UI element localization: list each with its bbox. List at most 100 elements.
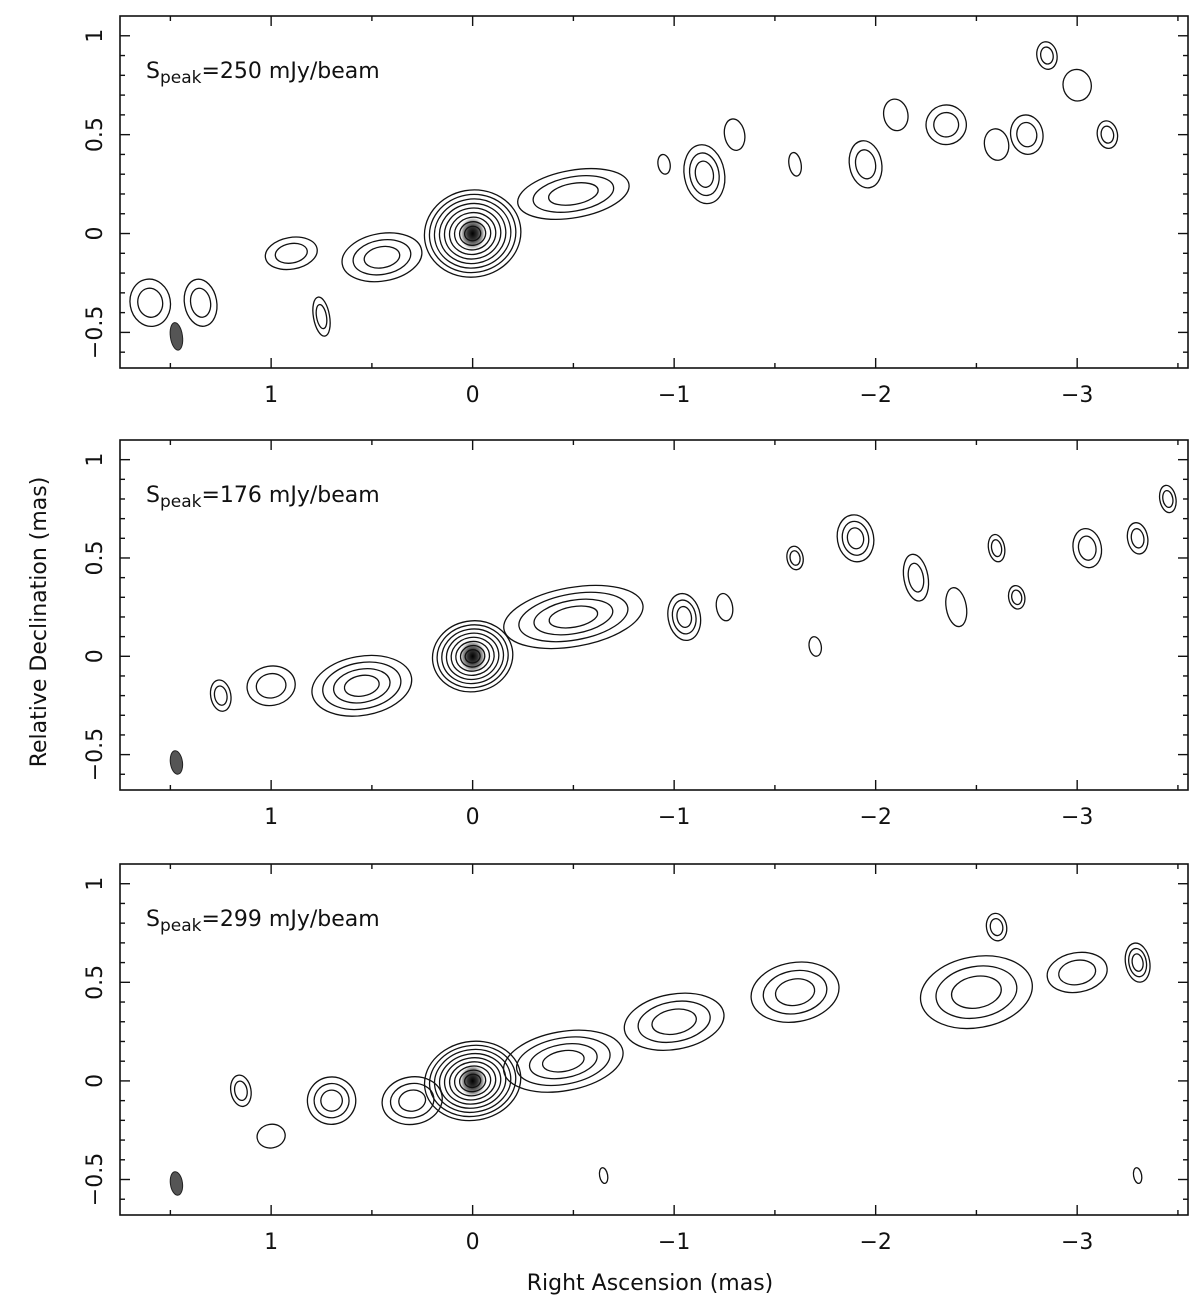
y-tick-label: −0.5 xyxy=(83,1153,108,1206)
x-tick-label: 0 xyxy=(466,805,480,830)
contour-level xyxy=(657,153,671,175)
contour-level xyxy=(515,1036,611,1087)
contour-level xyxy=(443,207,502,260)
contour-level xyxy=(315,303,328,330)
contour-level xyxy=(671,599,697,635)
contour-level xyxy=(933,111,960,138)
contour-level xyxy=(945,587,968,628)
contour-level xyxy=(1132,1167,1143,1185)
contour-level xyxy=(459,644,486,668)
contour-level xyxy=(213,685,228,706)
tick-layer: 1 0 −1 −2 −3 −0.5 0 0.5 1 xyxy=(83,864,1188,1255)
contour-level xyxy=(882,98,909,132)
contour-layer xyxy=(169,484,1177,775)
contour-level xyxy=(987,533,1006,563)
y-tick-label: 1 xyxy=(83,453,108,467)
contour-level xyxy=(1130,528,1145,549)
x-tick-label: 1 xyxy=(264,805,278,830)
contour-level xyxy=(1011,589,1023,606)
contour-level xyxy=(246,665,296,707)
contour-level xyxy=(312,296,331,337)
contour-level xyxy=(1040,46,1054,65)
contour-level xyxy=(398,1089,427,1112)
contour-level xyxy=(1046,951,1108,994)
contour-level xyxy=(352,238,412,276)
peak-flux-label: Speak=299 mJy/beam xyxy=(146,907,380,936)
contour-level xyxy=(694,160,715,188)
contour-level xyxy=(1036,41,1058,70)
contour-level xyxy=(313,1082,350,1119)
contour-level xyxy=(431,620,514,693)
panel-middle: 1 0 −1 −2 −3 −0.5 0 0.5 1 Speak=176 mJy/beam xyxy=(83,439,1189,830)
tick-layer: 1 0 −1 −2 −3 −0.5 0 0.5 1 xyxy=(83,16,1188,408)
contour-level xyxy=(533,598,614,636)
contour-level xyxy=(306,1076,357,1125)
contour-level xyxy=(1162,489,1174,509)
y-tick-label: −0.5 xyxy=(83,728,108,781)
y-tick-label: 0 xyxy=(83,1074,108,1088)
x-tick-label: 1 xyxy=(264,383,278,408)
contour-level xyxy=(433,1048,512,1114)
contour-level xyxy=(518,591,629,643)
contour-level xyxy=(436,624,509,689)
contour-level xyxy=(651,1008,697,1036)
contour-level xyxy=(715,592,734,622)
contour-level xyxy=(1100,125,1115,144)
contour-level xyxy=(788,151,803,177)
beam-ellipse xyxy=(169,750,184,775)
contour-level xyxy=(1072,527,1103,569)
contour-level xyxy=(1158,484,1177,514)
contour-level xyxy=(919,955,1033,1030)
contour-level xyxy=(463,1073,482,1089)
contour-level xyxy=(332,667,391,704)
contour-level xyxy=(1058,959,1097,986)
contour-level xyxy=(256,1123,286,1149)
contour-level xyxy=(423,1040,522,1122)
contour-level xyxy=(688,152,720,197)
plot-frame xyxy=(119,15,1189,369)
x-tick-label: −1 xyxy=(658,1230,690,1255)
x-axis-title: Right Ascension (mas) xyxy=(527,1271,774,1296)
x-tick-label: −2 xyxy=(859,383,891,408)
contour-level xyxy=(808,636,823,657)
contour-level xyxy=(453,216,492,251)
contour-level xyxy=(1096,120,1119,150)
contour-level xyxy=(322,661,402,711)
contour-level xyxy=(985,912,1008,942)
contour-level xyxy=(453,1065,492,1097)
contour-level xyxy=(455,640,491,672)
contour-level xyxy=(320,1089,343,1112)
x-tick-label: −3 xyxy=(1061,383,1093,408)
y-tick-label: 1 xyxy=(83,877,108,891)
x-tick-label: −2 xyxy=(859,1230,891,1255)
contour-level xyxy=(598,1167,609,1185)
contour-level xyxy=(183,278,218,327)
peak-flux-label: Speak=250 mJy/beam xyxy=(146,59,380,88)
contour-level xyxy=(846,527,865,550)
contour-level xyxy=(189,287,212,318)
contour-level xyxy=(774,978,816,1007)
contour-level xyxy=(341,232,423,283)
x-tick-label: 0 xyxy=(466,383,480,408)
contour-level xyxy=(786,545,804,571)
contour-level xyxy=(541,1049,585,1073)
contour-level xyxy=(1016,121,1038,148)
plot-frame xyxy=(119,863,1189,1216)
contour-level xyxy=(676,605,693,629)
contour-level xyxy=(547,182,599,206)
contour-level xyxy=(848,140,883,189)
contour-level xyxy=(902,553,930,602)
contour-level xyxy=(464,649,481,664)
contour-level xyxy=(950,975,1002,1009)
contour-level xyxy=(129,278,172,328)
contour-level xyxy=(935,965,1018,1020)
beam-ellipse xyxy=(169,1171,184,1196)
plot-frame xyxy=(119,439,1189,791)
contour-level xyxy=(637,1000,711,1044)
contour-level xyxy=(750,961,840,1023)
beam-ellipse xyxy=(169,322,184,351)
contour-level xyxy=(438,202,507,265)
contour-level xyxy=(667,592,702,642)
contour-level xyxy=(137,287,164,318)
